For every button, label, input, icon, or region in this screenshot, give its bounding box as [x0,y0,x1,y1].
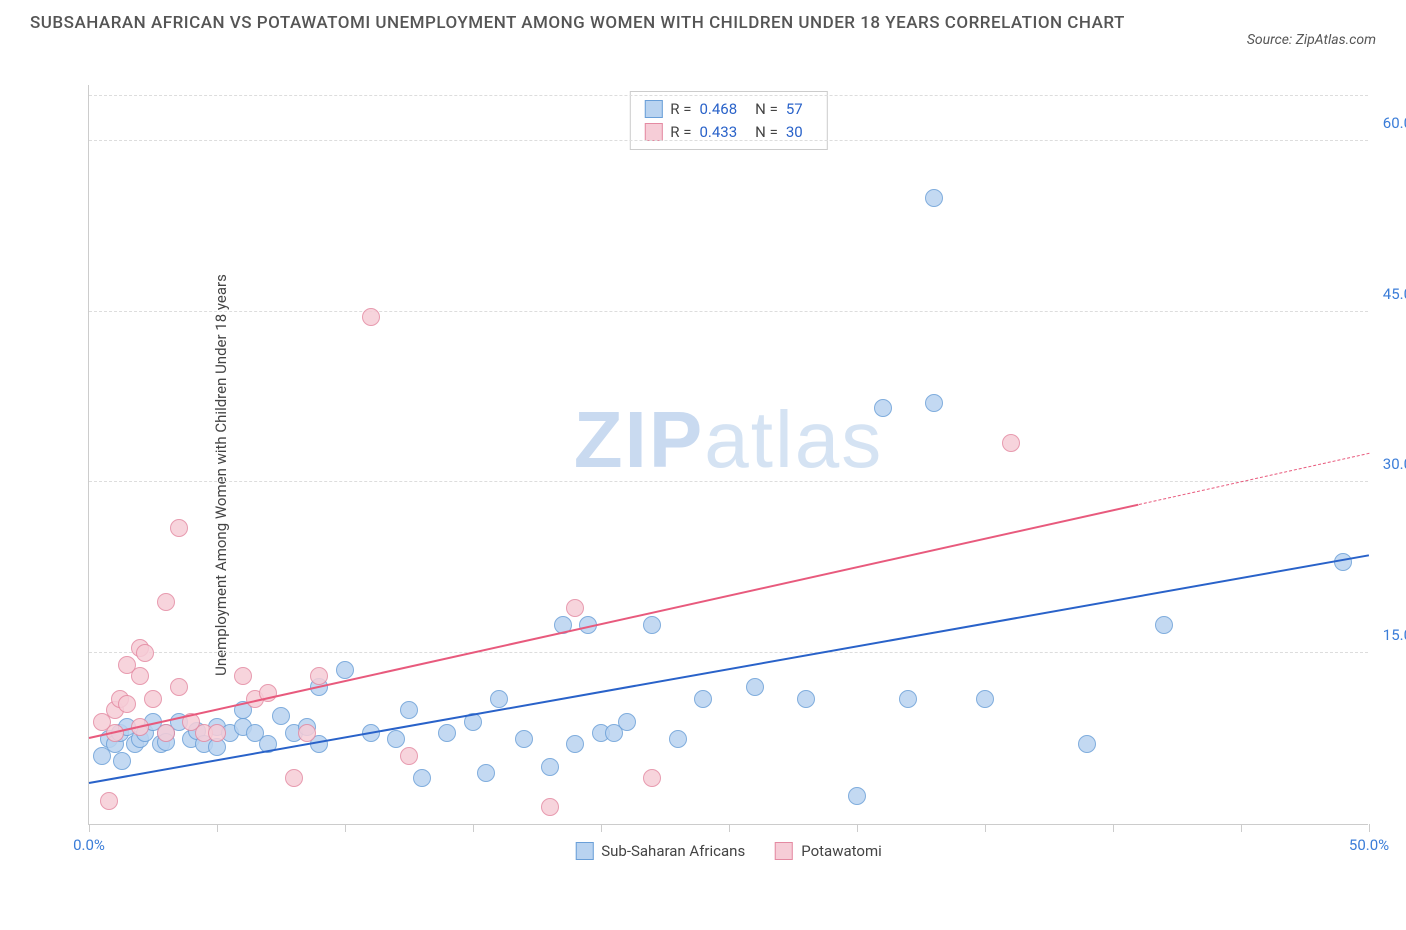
scatter-point [310,667,328,685]
stat-value-n: 57 [786,98,803,121]
x-tick-mark [473,824,474,832]
stat-label-r: R = [670,98,691,121]
legend-swatch [775,842,793,860]
scatter-point [144,690,162,708]
trend-line-dashed [1138,453,1369,505]
scatter-point [400,701,418,719]
legend-swatch [575,842,593,860]
scatter-point [899,690,917,708]
scatter-point [272,707,290,725]
scatter-point [1002,434,1020,452]
x-tick-mark [729,824,730,832]
x-tick-mark [1369,824,1370,832]
scatter-point [566,599,584,617]
scatter-point [336,661,354,679]
scatter-point [643,616,661,634]
y-tick-label: 30.0% [1383,455,1406,473]
x-tick-mark [345,824,346,832]
x-tick-mark [985,824,986,832]
legend-series-label: Potawatomi [801,842,882,860]
legend-stat-row: R = 0.468 N = 57 [644,98,812,121]
scatter-point [976,690,994,708]
y-tick-label: 45.0% [1383,285,1406,303]
scatter-point [797,690,815,708]
scatter-point [746,678,764,696]
scatter-point [925,189,943,207]
scatter-point [669,730,687,748]
scatter-point [694,690,712,708]
scatter-point [298,724,316,742]
x-tick-label: 50.0% [1349,836,1389,854]
scatter-point [285,769,303,787]
gridline [89,95,1368,96]
scatter-point [1078,735,1096,753]
scatter-point [170,678,188,696]
trend-line [89,554,1369,784]
watermark-zip: ZIP [574,395,704,484]
scatter-point [157,724,175,742]
legend-series: Sub-Saharan Africans Potawatomi [575,842,882,860]
x-tick-label: 0.0% [73,836,105,854]
legend-swatch [644,100,662,118]
x-tick-mark [217,824,218,832]
scatter-point [100,792,118,810]
watermark: ZIPatlas [574,394,883,486]
legend-swatch [644,123,662,141]
scatter-point [136,644,154,662]
scatter-point [113,752,131,770]
chart-source: Source: ZipAtlas.com [1247,32,1376,48]
scatter-point [925,394,943,412]
legend-series-label: Sub-Saharan Africans [601,842,745,860]
scatter-point [118,695,136,713]
x-tick-mark [601,824,602,832]
scatter-point [208,724,226,742]
scatter-point [438,724,456,742]
legend-series-item: Sub-Saharan Africans [575,842,745,860]
gridline [89,652,1368,653]
scatter-point [541,798,559,816]
gridline [89,311,1368,312]
gridline [89,140,1368,141]
scatter-point [400,747,418,765]
x-tick-mark [1113,824,1114,832]
scatter-point [477,764,495,782]
scatter-point [1334,553,1352,571]
chart-title: SUBSAHARAN AFRICAN VS POTAWATOMI UNEMPLO… [30,10,1125,37]
scatter-point [618,713,636,731]
scatter-point [566,735,584,753]
scatter-point [848,787,866,805]
scatter-point [874,399,892,417]
x-tick-mark [857,824,858,832]
plot-area: ZIPatlas R =0.468N =57R =0.433N =30 Sub-… [88,85,1368,825]
scatter-point [157,593,175,611]
scatter-point [541,758,559,776]
legend-stats-box: R =0.468N =57R =0.433N =30 [629,91,827,150]
scatter-point [170,519,188,537]
y-tick-label: 15.0% [1383,626,1406,644]
scatter-point [362,308,380,326]
watermark-atlas: atlas [704,395,883,484]
gridline [89,481,1368,482]
scatter-point [1155,616,1173,634]
legend-series-item: Potawatomi [775,842,882,860]
scatter-point [490,690,508,708]
x-tick-mark [89,824,90,832]
scatter-point [413,769,431,787]
scatter-point [515,730,533,748]
scatter-point [643,769,661,787]
y-tick-label: 60.0% [1383,114,1406,132]
x-tick-mark [1241,824,1242,832]
scatter-point [387,730,405,748]
stat-label-n: N = [755,98,778,121]
chart-container: Unemployment Among Women with Children U… [60,85,1380,865]
stat-value-r: 0.468 [699,98,737,121]
scatter-point [234,667,252,685]
scatter-point [131,667,149,685]
